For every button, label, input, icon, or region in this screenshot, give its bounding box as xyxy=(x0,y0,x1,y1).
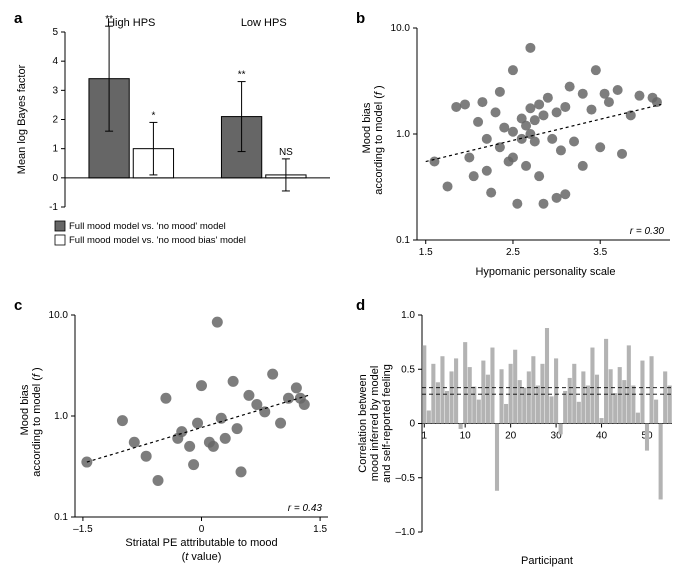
svg-text:1.5: 1.5 xyxy=(313,524,327,535)
svg-text:(t value): (t value) xyxy=(182,551,222,563)
svg-text:according to model (f ): according to model (f ) xyxy=(31,367,43,476)
svg-text:–0.5: –0.5 xyxy=(396,473,416,484)
svg-text:Striatal PE attributable to mo: Striatal PE attributable to mood xyxy=(125,537,277,549)
svg-text:4: 4 xyxy=(52,56,58,67)
figure-grid: a -1012345Mean log Bayes factorHigh HPSL… xyxy=(10,10,675,566)
svg-text:0: 0 xyxy=(199,524,205,535)
panel-a-svg: -1 0 1 2 3 4 5 Mean log Bayes factor High HPS Low… xyxy=(10,10,340,285)
svg-text:1.0: 1.0 xyxy=(401,310,415,321)
svg-text:10.0: 10.0 xyxy=(49,310,69,321)
svg-text:0: 0 xyxy=(409,419,415,430)
svg-text:r = 0.43: r = 0.43 xyxy=(288,503,323,514)
svg-text:1.0: 1.0 xyxy=(54,411,68,422)
panel-d: d –1.0–0.500.51.011020304050ParticipantC… xyxy=(352,297,682,572)
svg-text:High HPS: High HPS xyxy=(107,17,155,29)
svg-text:40: 40 xyxy=(596,431,608,442)
panel-c: c 0.1 1.0 10.0 –1.5 0 1.5 r = 0.43 Striatal PE … xyxy=(10,297,340,572)
panel-b-label: b xyxy=(356,10,365,27)
svg-text:Hypomanic personality scale: Hypomanic personality scale xyxy=(475,266,615,278)
svg-text:Full mood model vs. 'no mood b: Full mood model vs. 'no mood bias' model xyxy=(69,235,246,246)
svg-text:Participant: Participant xyxy=(521,555,573,567)
svg-text:–1.0: –1.0 xyxy=(396,527,416,538)
svg-text:**: ** xyxy=(238,70,246,81)
svg-text:0: 0 xyxy=(52,173,58,184)
panel-c-label: c xyxy=(14,297,22,314)
svg-text:10.0: 10.0 xyxy=(391,23,411,34)
svg-text:according to model (f ): according to model (f ) xyxy=(373,85,385,194)
svg-text:Mood bias: Mood bias xyxy=(19,384,31,435)
svg-text:2: 2 xyxy=(52,115,58,126)
svg-text:1.0: 1.0 xyxy=(396,129,410,140)
panel-d-label: d xyxy=(356,297,365,314)
panel-c-svg: 0.1 1.0 10.0 –1.5 0 1.5 r = 0.43 Striatal PE at… xyxy=(10,297,340,572)
panel-a: a -1 0 1 2 3 4 5 Mean log Bayes factor High HPS L… xyxy=(10,10,340,285)
svg-text:Full mood model vs. 'no mood': Full mood model vs. 'no mood' model xyxy=(69,221,226,232)
svg-text:-1: -1 xyxy=(49,202,58,213)
svg-text:20: 20 xyxy=(505,431,517,442)
svg-text:2.5: 2.5 xyxy=(506,247,520,258)
svg-text:3.5: 3.5 xyxy=(593,247,607,258)
svg-text:**: ** xyxy=(105,14,113,25)
svg-text:1.5: 1.5 xyxy=(419,247,433,258)
svg-text:Mean log Bayes factor: Mean log Bayes factor xyxy=(16,64,28,174)
svg-text:Low HPS: Low HPS xyxy=(241,17,287,29)
svg-text:mood inferred by model: mood inferred by model xyxy=(369,366,381,482)
svg-text:NS: NS xyxy=(279,147,293,158)
svg-text:–1.5: –1.5 xyxy=(73,524,93,535)
panel-a-label: a xyxy=(14,10,22,27)
svg-text:1: 1 xyxy=(421,431,427,442)
panel-b: b 0.1 1.0 10.0 1.5 2.5 3.5 r = 0.30 Hypomanic p… xyxy=(352,10,682,285)
svg-text:0.5: 0.5 xyxy=(401,364,415,375)
svg-text:10: 10 xyxy=(460,431,472,442)
svg-text:Correlation between: Correlation between xyxy=(357,374,369,472)
svg-text:1: 1 xyxy=(52,144,58,155)
svg-text:0.1: 0.1 xyxy=(396,235,410,246)
panel-b-svg: 0.1 1.0 10.0 1.5 2.5 3.5 r = 0.30 Hypomanic per… xyxy=(352,10,682,285)
svg-text:0.1: 0.1 xyxy=(54,512,68,523)
svg-text:Mood bias: Mood bias xyxy=(361,102,373,153)
svg-text:and self-reported feeling: and self-reported feeling xyxy=(381,364,393,483)
panel-d-svg: –1.0–0.500.51.011020304050ParticipantCor… xyxy=(352,297,682,572)
svg-text:3: 3 xyxy=(52,85,58,96)
svg-text:5: 5 xyxy=(52,27,58,38)
svg-text:*: * xyxy=(151,110,155,121)
svg-text:r = 0.30: r = 0.30 xyxy=(630,226,665,237)
